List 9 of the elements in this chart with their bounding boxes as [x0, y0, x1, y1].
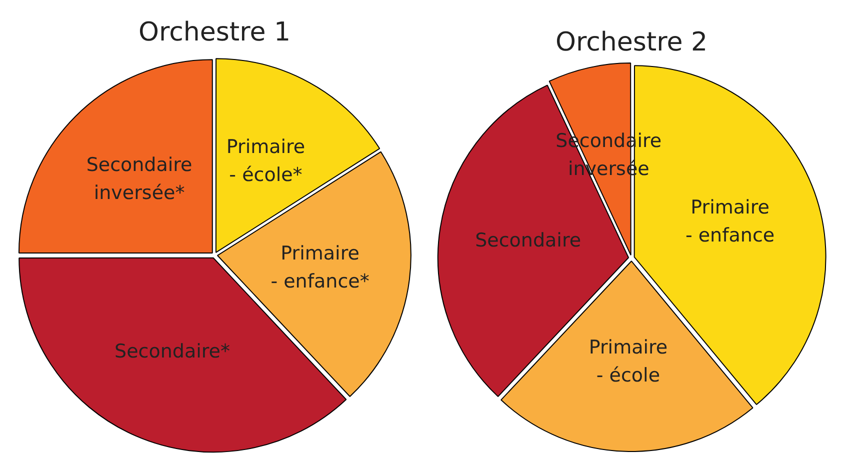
slice-label: Secondaire* [114, 340, 230, 363]
chart-title: Orchestre 1 [138, 17, 291, 48]
slice-label: Secondaire [475, 230, 582, 252]
slice-label: Primaire - école* [226, 136, 306, 186]
slice-label: Primaire - enfance* [270, 242, 370, 292]
slice-label: Primaire - enfance [685, 196, 775, 247]
chart-title: Orchestre 2 [555, 27, 708, 58]
slice-label: Secondaire inversée* [86, 154, 192, 204]
slice-label: Primaire - école [588, 336, 668, 387]
